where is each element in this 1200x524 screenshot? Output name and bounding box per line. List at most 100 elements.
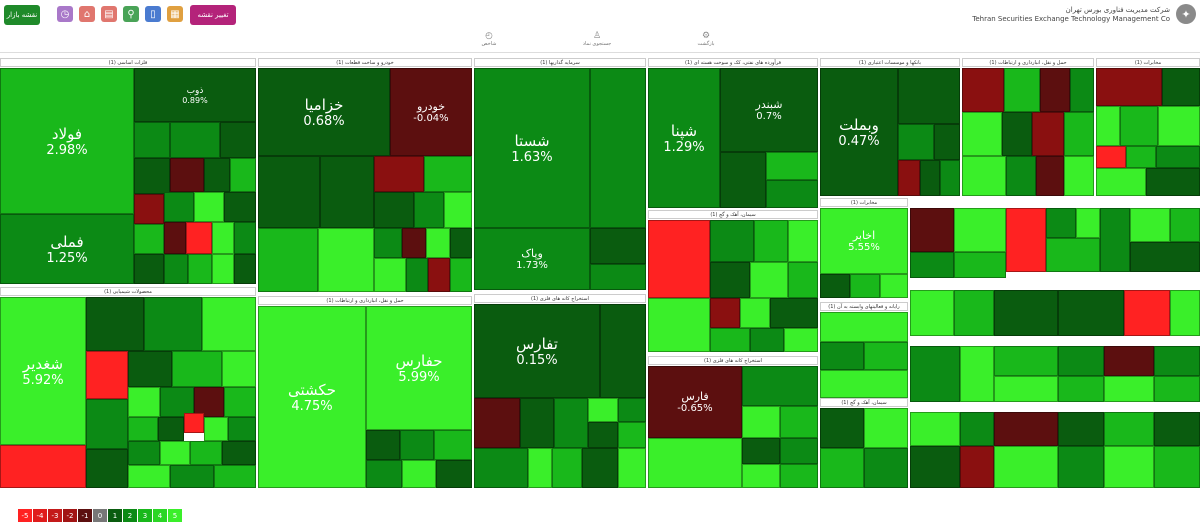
stock-cell[interactable]: حفارس 5.99% bbox=[366, 306, 472, 430]
stock-cell[interactable] bbox=[474, 448, 528, 488]
stock-cell[interactable] bbox=[86, 297, 144, 351]
stock-cell[interactable] bbox=[864, 408, 908, 448]
stock-cell[interactable] bbox=[204, 158, 230, 192]
stock-cell[interactable] bbox=[552, 448, 582, 488]
stock-cell[interactable] bbox=[144, 297, 202, 351]
stock-cell[interactable] bbox=[710, 298, 740, 328]
stock-cell[interactable] bbox=[788, 220, 818, 262]
stock-cell[interactable] bbox=[212, 222, 234, 254]
stock-cell[interactable] bbox=[910, 290, 954, 336]
stock-cell[interactable] bbox=[86, 449, 128, 488]
stock-cell[interactable] bbox=[880, 274, 908, 298]
stock-cell[interactable] bbox=[898, 68, 960, 124]
stock-cell[interactable] bbox=[228, 417, 256, 441]
stock-cell[interactable] bbox=[600, 304, 646, 398]
stock-cell[interactable] bbox=[742, 406, 780, 438]
stock-cell[interactable] bbox=[1004, 68, 1040, 112]
stock-cell[interactable] bbox=[1096, 106, 1120, 146]
toolbar-item-index[interactable]: ◴ شاخص bbox=[469, 31, 509, 47]
stock-cell[interactable] bbox=[234, 254, 256, 284]
stock-cell[interactable] bbox=[204, 417, 228, 441]
stock-cell[interactable] bbox=[164, 222, 186, 254]
stock-cell[interactable] bbox=[172, 351, 222, 387]
stock-cell[interactable] bbox=[222, 351, 256, 387]
stock-cell[interactable] bbox=[160, 387, 194, 417]
stock-cell[interactable] bbox=[648, 438, 742, 488]
stock-cell[interactable] bbox=[0, 445, 86, 488]
stock-cell[interactable] bbox=[994, 446, 1058, 488]
stock-cell[interactable] bbox=[128, 387, 160, 417]
stock-cell[interactable] bbox=[710, 262, 750, 298]
stock-cell[interactable] bbox=[910, 412, 960, 446]
stock-cell[interactable] bbox=[582, 448, 618, 488]
stock-cell[interactable] bbox=[1104, 346, 1154, 376]
stock-cell[interactable] bbox=[960, 412, 994, 446]
stock-cell[interactable] bbox=[820, 274, 850, 298]
stock-cell[interactable] bbox=[1126, 146, 1156, 168]
stock-cell[interactable]: ذوب 0.89% bbox=[134, 68, 256, 122]
stock-cell[interactable] bbox=[128, 441, 160, 465]
stock-cell[interactable] bbox=[414, 192, 444, 228]
stock-cell[interactable] bbox=[1070, 68, 1094, 112]
stock-cell[interactable] bbox=[820, 408, 864, 448]
stock-cell[interactable] bbox=[710, 220, 754, 262]
stock-cell[interactable] bbox=[374, 192, 414, 228]
stock-cell[interactable] bbox=[258, 156, 320, 228]
stock-cell[interactable] bbox=[960, 446, 994, 488]
stock-cell[interactable] bbox=[1158, 106, 1200, 146]
home-icon[interactable]: ⌂ bbox=[79, 6, 95, 22]
stock-cell[interactable] bbox=[190, 441, 222, 465]
stock-cell[interactable] bbox=[588, 398, 618, 422]
stock-cell[interactable] bbox=[1162, 68, 1200, 106]
stock-cell[interactable]: شپنا 1.29% bbox=[648, 68, 720, 208]
stock-cell[interactable] bbox=[770, 298, 818, 328]
stock-cell[interactable] bbox=[128, 417, 158, 441]
stock-cell[interactable] bbox=[780, 406, 818, 438]
stock-cell[interactable] bbox=[954, 290, 994, 336]
grid-icon[interactable]: ▦ bbox=[167, 6, 183, 22]
stock-cell[interactable] bbox=[1032, 112, 1064, 156]
stock-cell[interactable] bbox=[954, 208, 1006, 252]
stock-cell[interactable] bbox=[934, 124, 960, 160]
stock-cell[interactable] bbox=[402, 460, 436, 488]
stock-cell[interactable] bbox=[766, 152, 818, 180]
stock-cell[interactable] bbox=[710, 328, 750, 352]
stock-cell[interactable] bbox=[188, 254, 212, 284]
stock-cell[interactable]: فارس -0.65% bbox=[648, 366, 742, 438]
stock-cell[interactable] bbox=[1096, 146, 1126, 168]
stock-cell[interactable] bbox=[898, 160, 920, 196]
stock-cell[interactable] bbox=[766, 180, 818, 208]
stock-cell[interactable] bbox=[1040, 68, 1070, 112]
stock-cell[interactable] bbox=[1006, 156, 1036, 196]
stock-cell[interactable] bbox=[910, 208, 954, 252]
stock-cell[interactable] bbox=[1170, 290, 1200, 336]
stock-cell[interactable] bbox=[590, 264, 646, 290]
stock-cell[interactable] bbox=[160, 441, 190, 465]
stock-cell[interactable] bbox=[450, 258, 472, 292]
stock-cell[interactable]: خزامیا 0.68% bbox=[258, 68, 390, 156]
stock-cell[interactable] bbox=[962, 156, 1006, 196]
stock-cell[interactable] bbox=[954, 252, 1006, 278]
stock-cell[interactable] bbox=[994, 376, 1058, 402]
stock-cell[interactable] bbox=[234, 222, 256, 254]
stock-cell[interactable] bbox=[186, 222, 212, 254]
stock-cell[interactable] bbox=[170, 158, 204, 192]
stock-cell[interactable] bbox=[1120, 106, 1158, 146]
stock-cell[interactable] bbox=[1096, 68, 1162, 106]
toolbar-item-back[interactable]: ⚙ بازگشت bbox=[686, 31, 726, 47]
stock-cell[interactable] bbox=[230, 158, 256, 192]
stock-cell[interactable] bbox=[86, 399, 128, 449]
stock-cell[interactable] bbox=[406, 258, 428, 292]
stock-cell[interactable] bbox=[1002, 112, 1032, 156]
stock-cell[interactable] bbox=[910, 346, 960, 402]
stock-cell[interactable] bbox=[202, 297, 256, 351]
stock-cell[interactable] bbox=[320, 156, 374, 228]
stock-cell[interactable] bbox=[184, 413, 204, 433]
stock-cell[interactable] bbox=[222, 441, 256, 465]
stock-cell[interactable] bbox=[520, 398, 554, 448]
stock-cell[interactable]: حکشتی 4.75% bbox=[258, 306, 366, 488]
stock-cell[interactable] bbox=[436, 460, 472, 488]
stock-cell[interactable] bbox=[86, 351, 128, 399]
stock-cell[interactable]: وبملت 0.47% bbox=[820, 68, 898, 196]
stock-cell[interactable] bbox=[780, 438, 818, 464]
